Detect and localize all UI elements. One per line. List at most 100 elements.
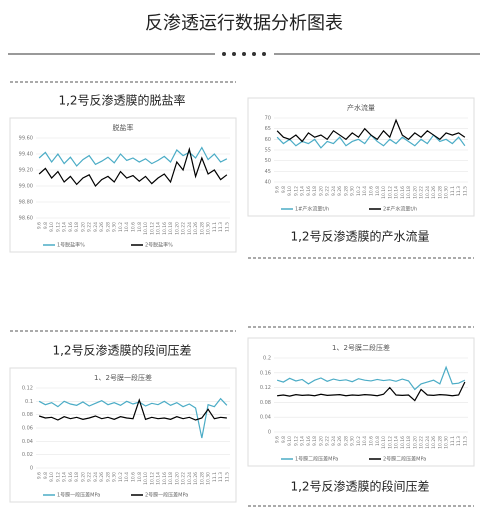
x-tick-label: 10.4 bbox=[362, 436, 368, 446]
caption: 1,2号反渗透膜的脱盐率 bbox=[58, 93, 185, 108]
x-tick-label: 11.3 bbox=[456, 436, 462, 446]
x-tick-label: 9.30 bbox=[112, 472, 118, 482]
x-tick-label: 9.28 bbox=[343, 436, 349, 446]
x-tick-label: 11.1 bbox=[212, 222, 218, 232]
x-tick-label: 10.4 bbox=[124, 472, 130, 482]
legend-label: 1#产水流量t/h bbox=[295, 206, 329, 213]
legend-label: 2号膜二段压差MPa bbox=[383, 456, 426, 463]
x-tick-label: 9.18 bbox=[74, 222, 80, 232]
x-tick-label: 9.22 bbox=[87, 472, 93, 482]
y-tick-label: 40 bbox=[265, 180, 271, 186]
x-tick-label: 9.24 bbox=[331, 436, 337, 446]
x-tick-label: 9.10 bbox=[49, 222, 55, 232]
series-line bbox=[276, 118, 466, 143]
x-tick-label: 10.18 bbox=[406, 436, 412, 449]
y-tick-label: 99.20 bbox=[19, 168, 33, 174]
chart-title: 脱盐率 bbox=[113, 123, 134, 132]
x-tick-label: 10.28 bbox=[437, 186, 443, 199]
x-tick-label: 10.10 bbox=[143, 222, 149, 235]
x-tick-label: 9.18 bbox=[312, 186, 318, 196]
x-tick-label: 10.26 bbox=[193, 222, 199, 235]
x-tick-label: 10.10 bbox=[381, 186, 387, 199]
chart-title: 1、2号膜二段压差 bbox=[332, 343, 390, 352]
y-tick-label: 0.1 bbox=[25, 399, 33, 405]
x-tick-label: 9.28 bbox=[105, 222, 111, 232]
page-title: 反渗透运行数据分析图表 bbox=[145, 13, 343, 34]
x-tick-label: 9.6 bbox=[37, 472, 43, 479]
x-tick-label: 11.5 bbox=[224, 472, 230, 482]
y-tick-label: 0.12 bbox=[22, 386, 33, 392]
y-tick-label: 0.2 bbox=[263, 356, 271, 362]
y-tick-label: 0.08 bbox=[260, 400, 271, 406]
chart-frame bbox=[9, 367, 237, 503]
y-tick-label: 60 bbox=[265, 137, 271, 143]
x-tick-label: 9.6 bbox=[275, 436, 281, 443]
caption: 1,2号反渗透膜的段间压差 bbox=[52, 343, 191, 358]
x-tick-label: 10.10 bbox=[381, 436, 387, 449]
y-tick-label: 0 bbox=[30, 466, 33, 472]
x-tick-label: 9.10 bbox=[287, 186, 293, 196]
x-tick-label: 9.8 bbox=[43, 472, 49, 479]
x-tick-label: 10.22 bbox=[181, 472, 187, 485]
x-tick-label: 10.24 bbox=[425, 186, 431, 199]
x-tick-label: 9.30 bbox=[350, 436, 356, 446]
x-tick-label: 9.26 bbox=[99, 472, 105, 482]
x-tick-label: 9.26 bbox=[99, 222, 105, 232]
x-tick-label: 10.14 bbox=[156, 472, 162, 485]
x-tick-label: 9.10 bbox=[49, 472, 55, 482]
x-tick-label: 10.30 bbox=[206, 222, 212, 235]
legend-label: 1号膜二段压差MPa bbox=[295, 456, 338, 463]
x-tick-label: 10.28 bbox=[437, 436, 443, 449]
x-tick-label: 10.2 bbox=[118, 222, 124, 232]
x-tick-label: 10.6 bbox=[369, 186, 375, 196]
x-tick-label: 9.30 bbox=[112, 222, 118, 232]
x-tick-label: 9.12 bbox=[293, 186, 299, 196]
x-tick-label: 9.18 bbox=[74, 472, 80, 482]
legend-label: 2号脱盐率% bbox=[145, 242, 173, 249]
x-tick-label: 9.16 bbox=[68, 222, 74, 232]
y-tick-label: 98.80 bbox=[19, 200, 33, 206]
y-tick-label: 0.12 bbox=[260, 385, 271, 391]
x-tick-label: 9.20 bbox=[318, 436, 324, 446]
x-tick-label: 9.28 bbox=[343, 186, 349, 196]
y-tick-label: 0.06 bbox=[22, 426, 33, 432]
series-line bbox=[277, 381, 466, 402]
x-tick-label: 10.24 bbox=[187, 222, 193, 235]
chart-title: 产水流量 bbox=[347, 103, 375, 112]
x-tick-label: 9.12 bbox=[55, 472, 61, 482]
x-tick-label: 9.24 bbox=[93, 472, 99, 482]
y-tick-label: 98.60 bbox=[19, 216, 33, 222]
x-tick-label: 9.16 bbox=[306, 436, 312, 446]
x-tick-label: 11.1 bbox=[450, 186, 456, 196]
x-tick-label: 11.3 bbox=[218, 222, 224, 232]
x-tick-label: 10.10 bbox=[143, 472, 149, 485]
x-tick-label: 10.8 bbox=[137, 472, 143, 482]
legend-label: 2#产水流量t/h bbox=[383, 206, 417, 213]
y-tick-label: 70 bbox=[265, 116, 271, 122]
series-line bbox=[38, 146, 228, 187]
x-tick-label: 11.5 bbox=[462, 436, 468, 446]
chart-title: 1、2号膜一段压差 bbox=[94, 373, 152, 382]
y-tick-label: 99.00 bbox=[19, 184, 33, 190]
x-tick-label: 9.18 bbox=[312, 436, 318, 446]
x-tick-label: 10.16 bbox=[162, 222, 168, 235]
x-tick-label: 11.1 bbox=[450, 436, 456, 446]
x-tick-label: 10.8 bbox=[137, 222, 143, 232]
chart-frame bbox=[247, 97, 475, 217]
x-tick-label: 10.22 bbox=[419, 436, 425, 449]
x-tick-label: 10.30 bbox=[206, 472, 212, 485]
x-tick-label: 9.24 bbox=[93, 222, 99, 232]
x-tick-label: 9.22 bbox=[325, 186, 331, 196]
x-tick-label: 10.14 bbox=[394, 436, 400, 449]
x-tick-label: 10.12 bbox=[149, 222, 155, 235]
x-tick-label: 9.26 bbox=[337, 186, 343, 196]
legend-label: 1号脱盐率% bbox=[57, 242, 85, 249]
x-tick-label: 9.16 bbox=[68, 472, 74, 482]
x-tick-label: 10.2 bbox=[356, 186, 362, 196]
x-tick-label: 10.30 bbox=[444, 436, 450, 449]
x-tick-label: 9.12 bbox=[55, 222, 61, 232]
x-tick-label: 11.1 bbox=[212, 472, 218, 482]
x-tick-label: 10.16 bbox=[400, 436, 406, 449]
x-tick-label: 9.14 bbox=[62, 222, 68, 232]
series-line bbox=[38, 146, 228, 167]
